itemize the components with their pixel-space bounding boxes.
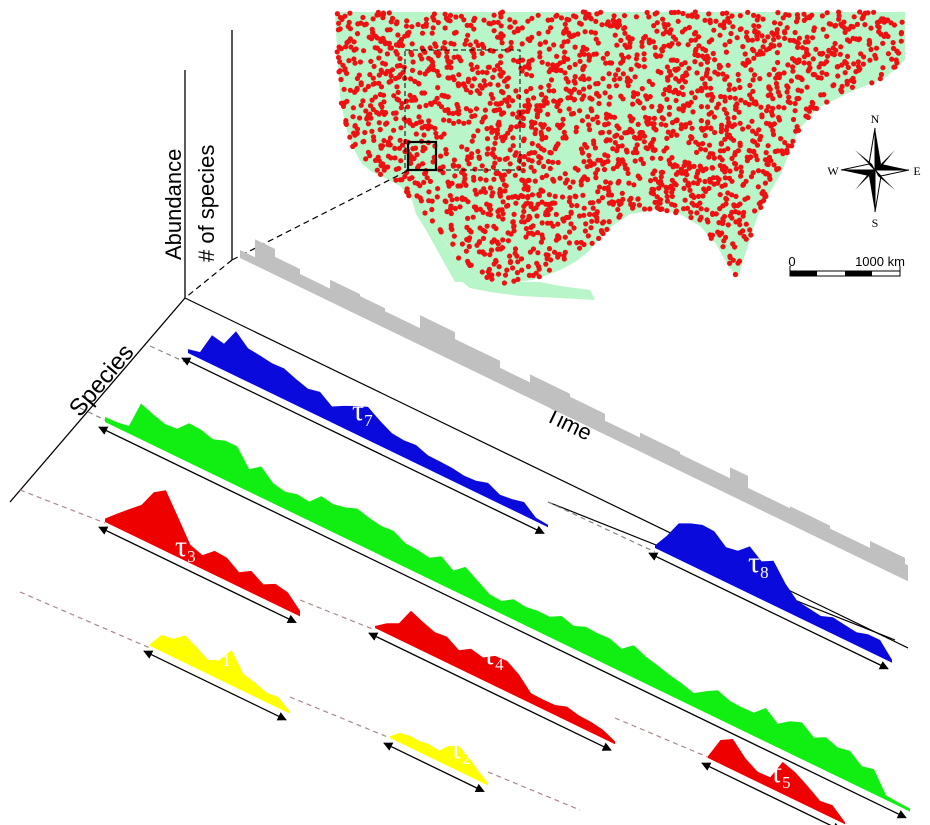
profile-t2: τ2 [383,732,488,793]
species-axis [9,297,186,503]
profile-t4-label: τ4 [483,638,504,674]
species-richness-axis-title: # of species [194,145,219,262]
profile-t8-duration-arrow [648,552,889,670]
profile-t6-duration-arrow [98,426,907,819]
compass-w: W [827,164,839,178]
scale-bar: 0 1000 km [788,254,905,277]
compass-s: S [872,216,879,230]
profile-t1-label: τ1 [210,634,231,670]
profile-t5: τ5 [701,739,845,825]
profile-t3-label: τ3 [175,530,196,566]
profile-t2-duration-arrow [383,742,485,793]
compass-rose-icon: N S E W [827,112,920,230]
profile-t3-shape [105,490,300,617]
us-map [334,9,905,300]
study-area-dashed-box [404,49,521,171]
profile-t1: τ1 [143,634,290,721]
profile-t2-shape [390,732,488,786]
baja-peninsula [412,200,462,282]
profile-t4-duration-arrow [368,632,612,751]
species-axis-title: Species [64,339,140,422]
mexico-mainland [440,236,595,300]
profile-t2-label: τ2 [450,732,471,768]
compass-e: E [913,164,920,178]
profile-t3-duration-arrow [98,526,297,624]
profile-t4: τ4 [368,610,615,751]
profile-t5-label: τ5 [770,756,791,792]
profile-t6-label: τ6 [472,554,493,590]
scale-start-label: 0 [788,254,795,269]
abundance-axis-title: Abundance [161,149,186,260]
profile-t8-label: τ8 [748,546,769,582]
abundance-profiles: τ7 τ6 τ3 τ8 τ1 τ4 τ2 τ5 [98,331,910,825]
compass-n: N [871,112,880,126]
sampling-sites [334,9,905,286]
study-area-box [406,140,438,172]
connector-dash-2 [184,259,233,299]
profile-t5-duration-arrow [701,762,842,825]
profile-t7-label: τ7 [352,394,373,430]
profile-t6: τ6 [98,403,910,819]
profile-t1-duration-arrow [143,650,287,721]
scale-end-label: 1000 km [855,254,905,269]
